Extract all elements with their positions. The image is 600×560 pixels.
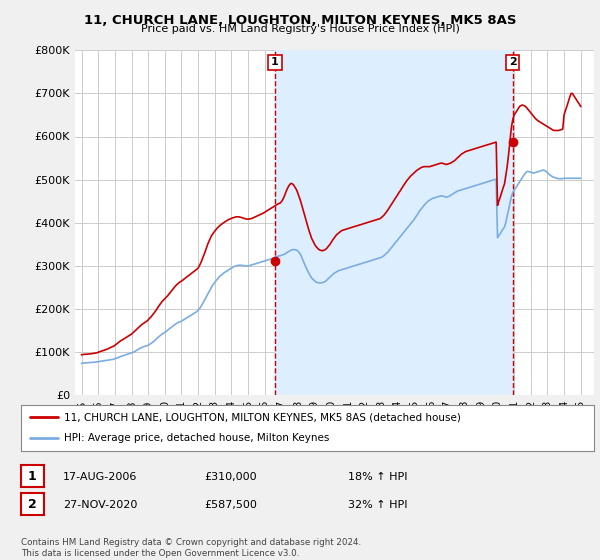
Text: 17-AUG-2006: 17-AUG-2006: [63, 472, 137, 482]
Text: £587,500: £587,500: [204, 500, 257, 510]
Text: 1: 1: [271, 57, 279, 67]
Bar: [275, 50, 513, 395]
Text: 11, CHURCH LANE, LOUGHTON, MILTON KEYNES, MK5 8AS (detached house): 11, CHURCH LANE, LOUGHTON, MILTON KEYNES…: [64, 412, 461, 422]
Text: £310,000: £310,000: [204, 472, 257, 482]
Text: 2: 2: [509, 57, 517, 67]
Text: HPI: Average price, detached house, Milton Keynes: HPI: Average price, detached house, Milt…: [64, 433, 329, 444]
Text: 18% ↑ HPI: 18% ↑ HPI: [348, 472, 407, 482]
Text: 1: 1: [28, 469, 37, 483]
Text: Contains HM Land Registry data © Crown copyright and database right 2024.
This d: Contains HM Land Registry data © Crown c…: [21, 538, 361, 558]
Text: Price paid vs. HM Land Registry's House Price Index (HPI): Price paid vs. HM Land Registry's House …: [140, 24, 460, 34]
Text: 2: 2: [28, 497, 37, 511]
Text: 27-NOV-2020: 27-NOV-2020: [63, 500, 137, 510]
Text: 11, CHURCH LANE, LOUGHTON, MILTON KEYNES, MK5 8AS: 11, CHURCH LANE, LOUGHTON, MILTON KEYNES…: [84, 14, 516, 27]
Text: 32% ↑ HPI: 32% ↑ HPI: [348, 500, 407, 510]
